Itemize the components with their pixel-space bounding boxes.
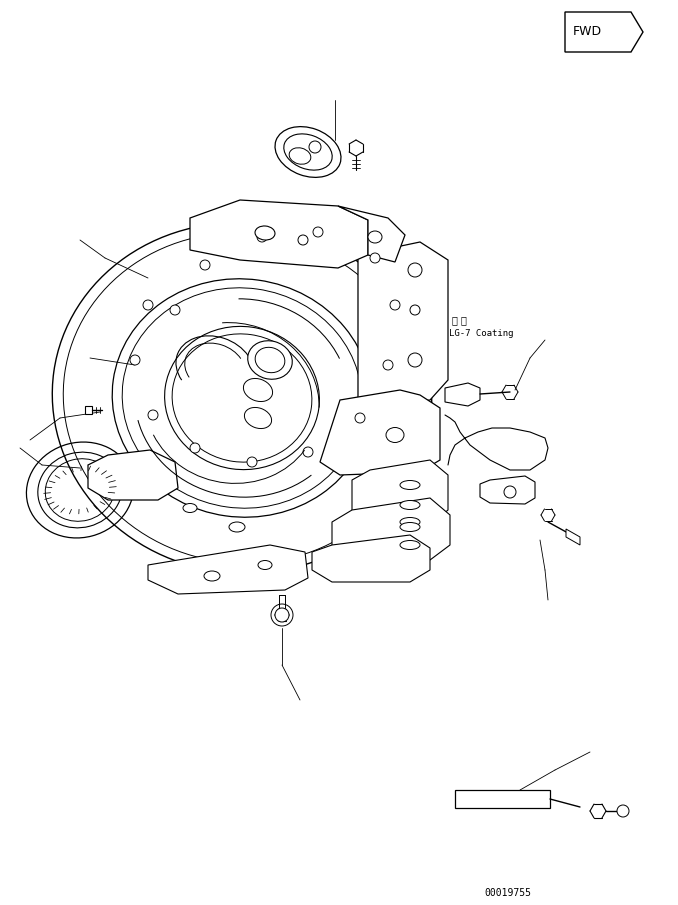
Circle shape (408, 353, 422, 367)
Ellipse shape (368, 231, 382, 243)
Text: 00019755: 00019755 (484, 888, 531, 898)
Circle shape (148, 410, 158, 420)
Polygon shape (565, 12, 643, 52)
Ellipse shape (243, 378, 273, 402)
Ellipse shape (400, 522, 420, 531)
Ellipse shape (386, 427, 404, 443)
Circle shape (408, 263, 422, 277)
Circle shape (504, 486, 516, 498)
Polygon shape (445, 383, 480, 406)
Ellipse shape (244, 407, 272, 429)
Ellipse shape (258, 560, 272, 569)
Circle shape (410, 305, 420, 315)
Circle shape (370, 253, 380, 263)
Circle shape (390, 300, 400, 310)
Polygon shape (566, 529, 580, 545)
Polygon shape (338, 206, 405, 262)
Circle shape (309, 141, 321, 153)
Text: LG-7 Coating: LG-7 Coating (449, 329, 513, 338)
Circle shape (271, 604, 293, 626)
Polygon shape (455, 790, 550, 808)
Ellipse shape (400, 540, 420, 549)
Text: FWD: FWD (573, 25, 602, 39)
Ellipse shape (290, 148, 311, 164)
Circle shape (355, 413, 365, 423)
Ellipse shape (400, 500, 420, 510)
Ellipse shape (255, 226, 275, 240)
Polygon shape (190, 200, 368, 268)
Ellipse shape (275, 127, 341, 177)
Circle shape (247, 457, 257, 467)
Ellipse shape (229, 522, 245, 532)
Ellipse shape (247, 341, 292, 379)
Ellipse shape (255, 348, 285, 373)
Circle shape (303, 447, 313, 457)
Circle shape (383, 360, 393, 370)
Ellipse shape (400, 481, 420, 490)
Ellipse shape (400, 518, 420, 527)
Ellipse shape (284, 134, 332, 170)
Polygon shape (480, 476, 535, 504)
Circle shape (130, 355, 140, 365)
Circle shape (313, 227, 323, 237)
Circle shape (275, 608, 289, 622)
Circle shape (257, 232, 267, 242)
Polygon shape (312, 535, 430, 582)
Circle shape (170, 305, 180, 315)
Polygon shape (88, 450, 178, 500)
Polygon shape (352, 460, 448, 530)
Circle shape (143, 300, 153, 310)
Polygon shape (148, 545, 308, 594)
Circle shape (298, 235, 308, 245)
Circle shape (200, 260, 210, 270)
Polygon shape (332, 498, 450, 562)
Ellipse shape (183, 503, 197, 512)
Circle shape (617, 805, 629, 817)
Circle shape (190, 443, 200, 453)
Ellipse shape (204, 571, 220, 581)
Polygon shape (85, 406, 92, 414)
Text: 涂 布: 涂 布 (452, 315, 467, 325)
Polygon shape (320, 390, 440, 475)
Polygon shape (358, 242, 448, 408)
